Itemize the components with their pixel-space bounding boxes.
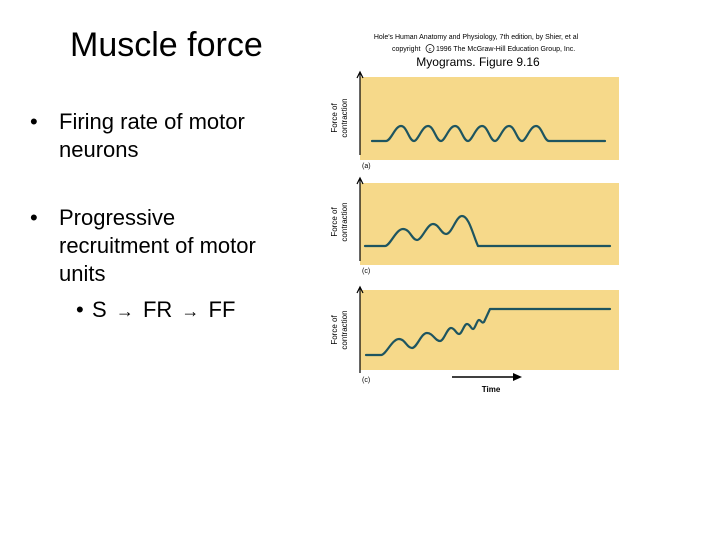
time-axis-arrowhead-icon — [513, 373, 522, 381]
y-axis-arrowhead-icon — [356, 285, 364, 294]
time-axis-label: Time — [482, 385, 501, 394]
copyright-symbol: c — [429, 47, 432, 53]
right-arrow-icon: → — [181, 301, 200, 321]
copyright-icon — [425, 44, 435, 53]
y-axis-label-panel-c-line2: contraction — [340, 310, 349, 349]
y-axis-label-panel-c-line1: Force of — [330, 315, 339, 345]
bullet-marker: • — [30, 109, 38, 134]
myogram-panel-c — [360, 290, 619, 370]
trace-panel-a — [370, 124, 607, 143]
right-arrow-icon: → — [115, 301, 134, 321]
unit-type-fr: FR — [142, 297, 173, 322]
sub-bullet-text: S → FR → FF — [92, 296, 235, 325]
bullet-firing-rate: • Firing rate of motor neurons — [30, 108, 320, 164]
panel-label-c: (c) — [362, 377, 370, 384]
sub-bullet-marker: • — [76, 297, 84, 322]
y-axis-label-panel-b-line2: contraction — [340, 202, 349, 241]
figure-credit-copyright: copyright — [392, 46, 420, 53]
bullet-text: Firing rate of motor neurons — [59, 109, 245, 162]
y-axis-arrowhead-icon — [356, 176, 364, 185]
bullet-marker: • — [30, 205, 38, 230]
bullet-recruitment: • Progressive recruitment of motor units — [30, 204, 289, 288]
figure-caption: Myograms. Figure 9.16 — [416, 55, 540, 69]
trace-panel-b — [363, 214, 612, 248]
unit-type-s: S — [92, 297, 107, 322]
y-axis-arrowhead-icon — [356, 70, 364, 79]
panel-label-a: (a) — [362, 163, 371, 170]
sub-bullet-motor-unit-order: • S → FR → FF — [76, 296, 235, 325]
slide-title: Muscle force — [70, 26, 263, 64]
panel-label-b: (c) — [362, 268, 370, 275]
myogram-panel-b — [360, 183, 619, 265]
y-axis-label-panel-a-line2: contraction — [340, 98, 349, 137]
y-axis-label-panel-b-line1: Force of — [330, 207, 339, 237]
myogram-panel-a — [360, 77, 619, 160]
y-axis-label-panel-a-line1: Force of — [330, 103, 339, 133]
trace-panel-c — [364, 307, 612, 357]
figure-credit-publisher: 1996 The McGraw-Hill Education Group, In… — [436, 46, 575, 53]
unit-type-ff: FF — [208, 297, 236, 322]
figure-credit-line1: Hole's Human Anatomy and Physiology, 7th… — [374, 34, 579, 41]
bullet-text: Progressive recruitment of motor units — [59, 205, 256, 286]
